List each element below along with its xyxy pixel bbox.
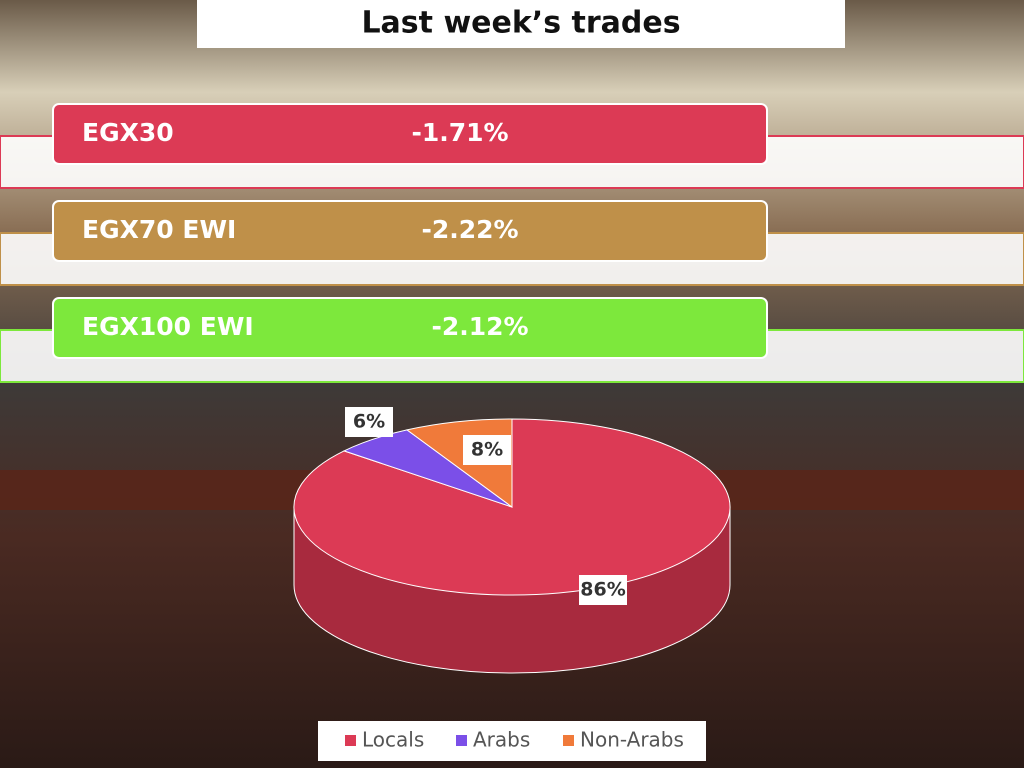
legend-swatch [563,735,574,746]
index-name: EGX70 EWI [82,215,236,244]
pie-chart: 86% 6% 8% [293,407,731,674]
data-label: 8% [471,439,503,461]
data-label: 6% [353,411,385,433]
index-bar [52,103,768,165]
index-bar [52,200,768,262]
data-label: 86% [580,579,625,601]
index-bar [52,297,768,359]
data-label-box [579,575,627,605]
index-list: EGX30 -1.71% EGX70 EWI -2.22% EGX100 EWI -2.1… [0,103,1024,383]
title-box [197,0,845,48]
legend-swatch [345,735,356,746]
legend-swatch [456,735,467,746]
data-label-box [463,435,511,465]
index-name: EGX30 [82,118,174,147]
index-change: -2.22% [421,215,518,244]
legend-box [318,721,706,761]
index-change: -2.12% [431,312,528,341]
title: Last week’s trades [361,6,680,41]
legend: Locals Arabs Non-Arabs [345,728,684,752]
index-name: EGX100 EWI [82,312,254,341]
legend-label: Arabs [473,728,530,752]
legend-label: Non-Arabs [580,728,684,752]
data-label-box [345,407,393,437]
legend-label: Locals [362,728,424,752]
index-change: -1.71% [411,118,508,147]
